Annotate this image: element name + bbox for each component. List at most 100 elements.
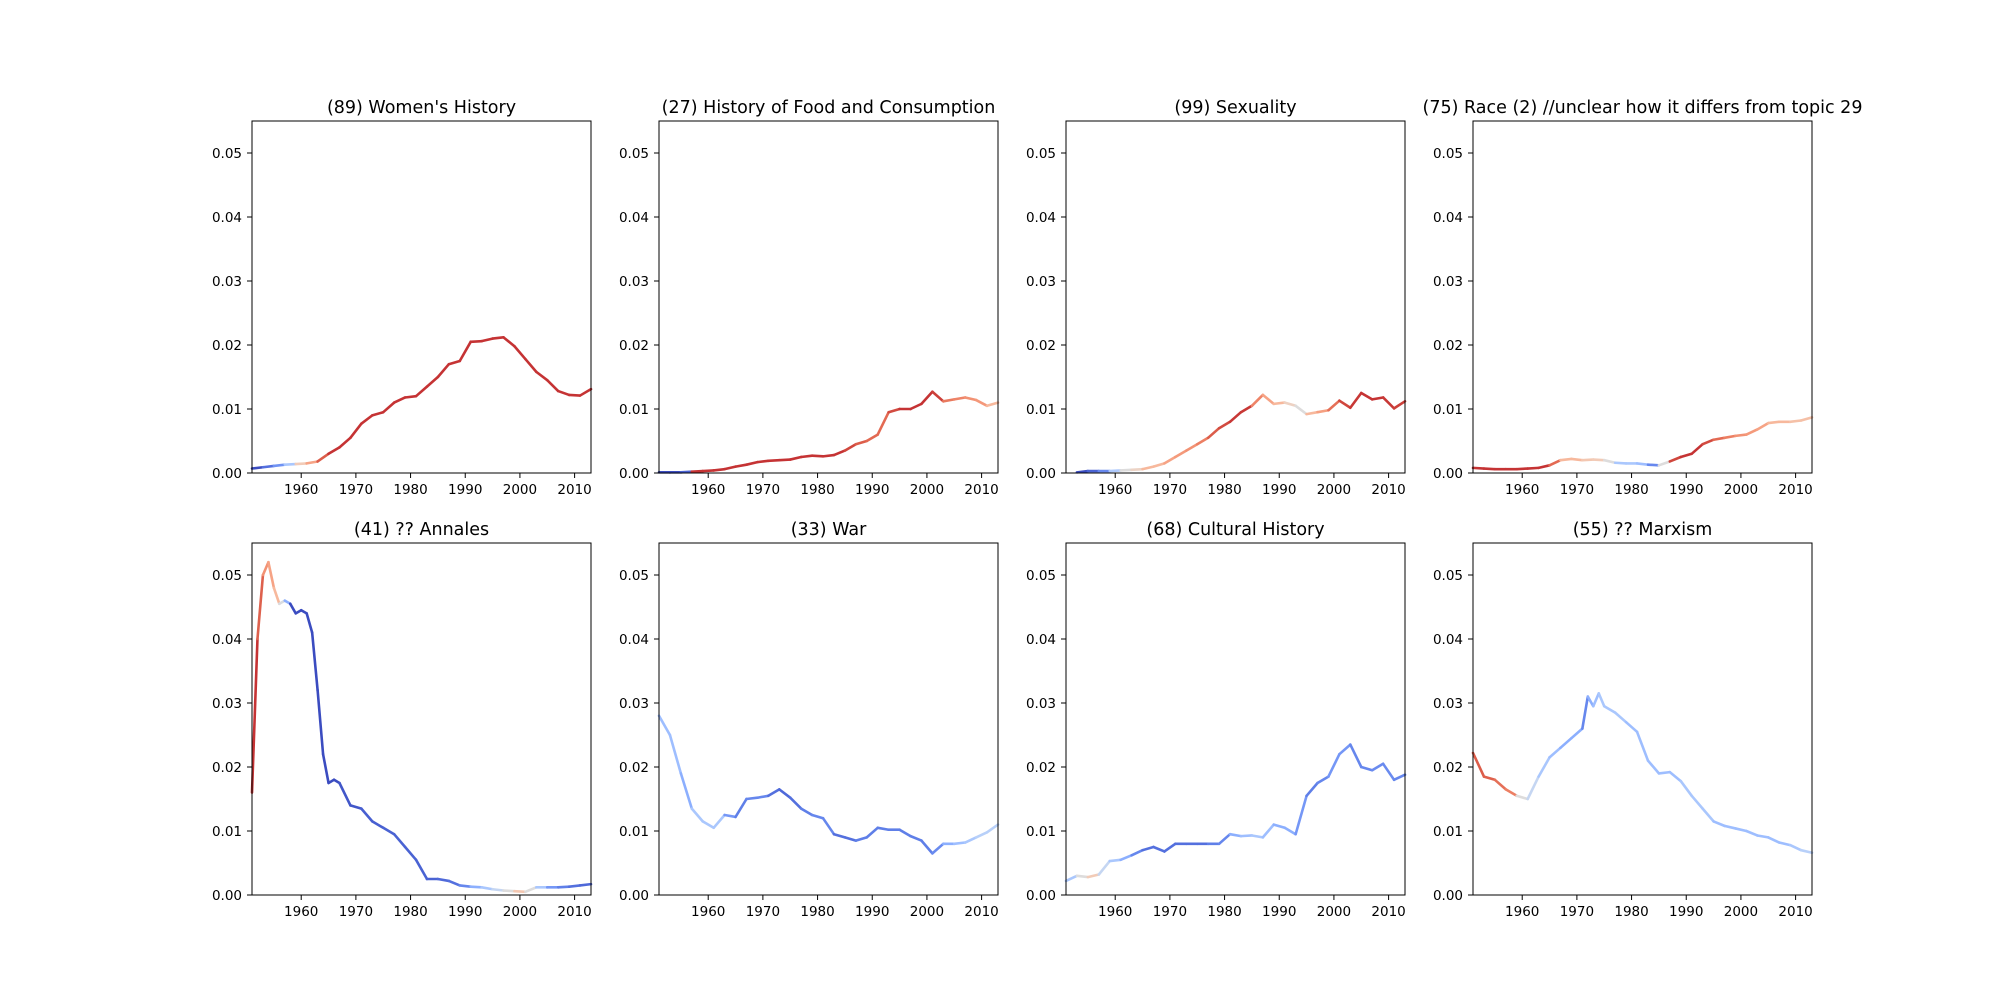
line-segment — [1482, 467, 1497, 471]
x-tick-label: 1980 — [800, 482, 834, 498]
x-tick-label: 1980 — [1614, 482, 1648, 498]
line-segment — [250, 465, 265, 470]
line-segment — [734, 797, 748, 819]
line-segment — [1515, 794, 1529, 801]
line-segment — [556, 885, 571, 889]
line-segment — [403, 845, 418, 862]
panel-5: 1960 1970 1980 1990 2000 2010 0.00 0.01 0.02 0.03… — [212, 520, 593, 920]
line-segment — [545, 378, 560, 393]
line-segment — [1766, 420, 1781, 425]
panel-3: 1960 1970 1980 1990 2000 2010 0.00 0.01 0.02 0.03… — [1026, 98, 1407, 498]
line-segment — [1581, 695, 1590, 730]
y-tick-label: 0.03 — [1026, 696, 1056, 712]
series-line — [1471, 416, 1814, 471]
line-segment — [458, 340, 473, 363]
line-segment — [952, 396, 967, 401]
line-segment — [1570, 457, 1584, 462]
line-segment — [1570, 727, 1584, 740]
line-segment — [513, 889, 527, 894]
line-segment — [1206, 426, 1221, 440]
line-segment — [1766, 836, 1781, 844]
line-segment — [556, 389, 571, 397]
line-segment — [502, 336, 516, 348]
line-segment — [701, 469, 715, 473]
line-segment — [1482, 775, 1497, 782]
x-tick-label: 1990 — [448, 482, 482, 498]
line-segment — [909, 834, 923, 842]
line-segment — [1239, 404, 1254, 414]
line-segment — [524, 357, 538, 374]
series-line — [250, 560, 593, 894]
y-tick-label: 0.04 — [1026, 210, 1056, 226]
line-segment — [1228, 832, 1243, 838]
x-tick-label: 1960 — [1505, 904, 1539, 920]
axes-frame — [658, 542, 999, 896]
line-segment — [1471, 466, 1486, 470]
line-segment — [723, 465, 737, 471]
line-segment — [1548, 746, 1562, 759]
line-segment — [1504, 788, 1519, 798]
line-segment — [567, 393, 582, 397]
panel-7: 1960 1970 1980 1990 2000 2010 0.00 0.01 0.02 0.03… — [1026, 520, 1407, 920]
line-segment — [1591, 692, 1601, 708]
x-tick-label: 1960 — [691, 904, 725, 920]
line-segment — [288, 602, 298, 615]
x-tick-label: 1990 — [1669, 904, 1703, 920]
line-segment — [1283, 401, 1297, 408]
line-segment — [469, 339, 483, 344]
line-segment — [1581, 458, 1595, 462]
x-tick-label: 1980 — [1207, 904, 1241, 920]
y-tick-label: 0.00 — [1433, 466, 1463, 482]
panel-title: (89) Women's History — [327, 98, 516, 118]
line-segment — [810, 454, 825, 458]
line-segment — [963, 836, 978, 844]
line-segment — [316, 688, 325, 756]
y-tick-label: 0.05 — [1433, 568, 1463, 584]
line-segment — [578, 387, 593, 397]
x-tick-label: 2010 — [964, 482, 998, 498]
y-tick-label: 0.04 — [212, 210, 242, 226]
x-tick-label: 1980 — [1614, 904, 1648, 920]
axes-frame — [251, 542, 592, 896]
x-tick-label: 1970 — [1153, 904, 1187, 920]
line-segment — [1799, 416, 1814, 422]
line-segment — [392, 396, 407, 404]
line-segment — [469, 885, 483, 889]
line-segment — [767, 788, 781, 798]
line-segment — [712, 813, 726, 830]
line-segment — [1537, 464, 1551, 470]
panel-2: 1960 1970 1980 1990 2000 2010 0.00 0.01 0.02 0.03… — [619, 98, 1000, 498]
y-tick-label: 0.03 — [1433, 274, 1463, 290]
line-segment — [491, 336, 505, 340]
line-segment — [1130, 467, 1144, 472]
line-segment — [1261, 393, 1276, 406]
y-tick-label: 0.01 — [1026, 402, 1056, 418]
line-segment — [1195, 436, 1210, 446]
line-segment — [1471, 751, 1486, 778]
y-tick-label: 0.04 — [619, 632, 649, 648]
line-segment — [832, 832, 847, 839]
line-segment — [1624, 720, 1639, 734]
line-segment — [392, 832, 407, 849]
line-segment — [1184, 442, 1199, 452]
line-segment — [1559, 457, 1573, 462]
line-segment — [1228, 410, 1243, 424]
line-segment — [788, 796, 803, 810]
line-segment — [261, 560, 270, 577]
x-tick-label: 1980 — [393, 482, 427, 498]
y-tick-label: 0.01 — [1433, 402, 1463, 418]
line-segment — [1250, 393, 1265, 408]
x-tick-label: 2000 — [503, 482, 537, 498]
line-segment — [1239, 834, 1254, 838]
x-tick-label: 2010 — [1371, 482, 1405, 498]
axes-frame — [1065, 120, 1406, 474]
line-segment — [865, 433, 880, 443]
y-tick-label: 0.01 — [212, 402, 242, 418]
line-segment — [491, 887, 505, 892]
line-segment — [1316, 775, 1330, 785]
line-segment — [1064, 874, 1079, 883]
line-segment — [1723, 434, 1737, 440]
x-tick-label: 2000 — [1317, 904, 1351, 920]
x-tick-label: 1970 — [746, 482, 780, 498]
line-segment — [305, 460, 319, 465]
